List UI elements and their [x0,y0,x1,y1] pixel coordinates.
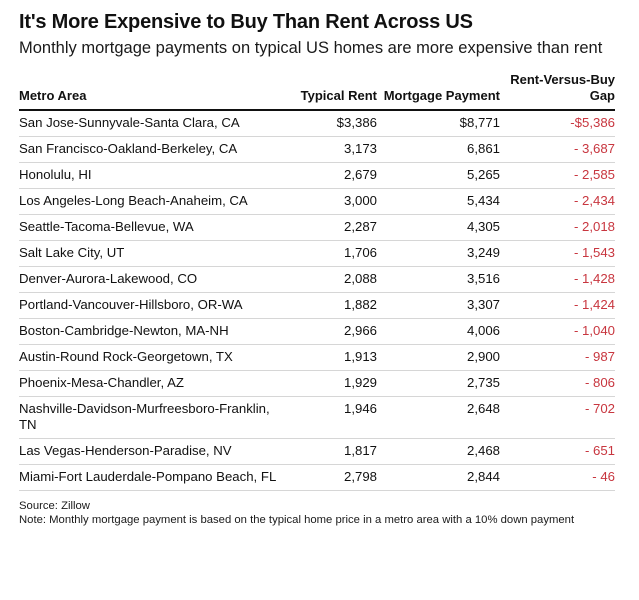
cell-typical-rent: $3,386 [279,110,377,137]
table-row: Salt Lake City, UT 1,706 3,249- 1,543 [19,240,615,267]
cell-mortgage-payment: 2,648 [377,396,500,439]
column-header-rent-versus-buy-gap: Rent-Versus-Buy Gap [500,72,615,111]
cell-rent-versus-buy-gap: - 1,428 [500,266,615,293]
column-header-mortgage-payment: Mortgage Payment [377,72,500,111]
table-row: Honolulu, HI 2,679 5,265- 2,585 [19,162,615,189]
cell-metro-area: Portland-Vancouver-Hillsboro, OR-WA [19,292,279,319]
cell-rent-versus-buy-gap: - 1,543 [500,240,615,267]
source-note: Source: Zillow [19,500,90,512]
cell-rent-versus-buy-gap: - 987 [500,344,615,371]
cell-typical-rent: 1,706 [279,240,377,267]
cell-mortgage-payment: $8,771 [377,110,500,137]
column-header-metro-area: Metro Area [19,72,279,111]
cell-typical-rent: 2,679 [279,162,377,189]
cell-rent-versus-buy-gap: - 1,040 [500,318,615,345]
table-row: Miami-Fort Lauderdale-Pompano Beach, FL 2… [19,464,615,491]
cell-typical-rent: 2,966 [279,318,377,345]
cell-rent-versus-buy-gap: - 2,585 [500,162,615,189]
cell-metro-area: Phoenix-Mesa-Chandler, AZ [19,370,279,397]
cell-rent-versus-buy-gap: - 2,018 [500,214,615,241]
table-row: Las Vegas-Henderson-Paradise, NV 1,817 2,4… [19,438,615,465]
cell-metro-area: Las Vegas-Henderson-Paradise, NV [19,438,279,465]
table-row: Boston-Cambridge-Newton, MA-NH 2,966 4,006… [19,318,615,345]
cell-metro-area: Salt Lake City, UT [19,240,279,267]
cell-mortgage-payment: 3,516 [377,266,500,293]
table-row: Phoenix-Mesa-Chandler, AZ 1,929 2,735- 806 [19,370,615,397]
cell-typical-rent: 3,000 [279,188,377,215]
cell-mortgage-payment: 2,468 [377,438,500,465]
chart-subtitle: Monthly mortgage payments on typical US … [19,39,603,57]
cell-metro-area: Denver-Aurora-Lakewood, CO [19,266,279,293]
cell-metro-area: Boston-Cambridge-Newton, MA-NH [19,318,279,345]
table-row: San Francisco-Oakland-Berkeley, CA 3,173 6… [19,136,615,163]
cell-typical-rent: 1,817 [279,438,377,465]
cell-typical-rent: 2,287 [279,214,377,241]
cell-metro-area: Nashville-Davidson-Murfreesboro-Franklin… [19,396,279,439]
cell-typical-rent: 2,088 [279,266,377,293]
cell-rent-versus-buy-gap: - 3,687 [500,136,615,163]
cell-mortgage-payment: 2,844 [377,464,500,491]
chart-footer: Source: Zillow Note: Monthly mortgage pa… [19,500,609,527]
table-row: Denver-Aurora-Lakewood, CO 2,088 3,516- 1,… [19,266,615,293]
cell-rent-versus-buy-gap: - 46 [500,464,615,491]
cell-metro-area: San Francisco-Oakland-Berkeley, CA [19,136,279,163]
cell-mortgage-payment: 5,434 [377,188,500,215]
cell-typical-rent: 1,929 [279,370,377,397]
chart-title: It's More Expensive to Buy Than Rent Acr… [19,11,473,33]
table-row: Austin-Round Rock-Georgetown, TX 1,913 2,9… [19,344,615,371]
methodology-note: Note: Monthly mortgage payment is based … [19,513,575,526]
cell-rent-versus-buy-gap: - 702 [500,396,615,439]
cell-typical-rent: 1,913 [279,344,377,371]
cell-mortgage-payment: 4,006 [377,318,500,345]
cell-mortgage-payment: 5,265 [377,162,500,189]
cell-rent-versus-buy-gap: - 2,434 [500,188,615,215]
cell-typical-rent: 3,173 [279,136,377,163]
cell-rent-versus-buy-gap: - 651 [500,438,615,465]
cell-mortgage-payment: 3,249 [377,240,500,267]
cell-mortgage-payment: 2,900 [377,344,500,371]
cell-metro-area: Honolulu, HI [19,162,279,189]
cell-rent-versus-buy-gap: - 1,424 [500,292,615,319]
table-body: San Jose-Sunnyvale-Santa Clara, CA $3,386… [19,110,615,491]
cell-typical-rent: 1,946 [279,396,377,439]
cell-typical-rent: 1,882 [279,292,377,319]
column-header-typical-rent: Typical Rent [279,72,377,111]
cell-rent-versus-buy-gap: -$5,386 [500,110,615,137]
cell-metro-area: Seattle-Tacoma-Bellevue, WA [19,214,279,241]
cell-metro-area: San Jose-Sunnyvale-Santa Clara, CA [19,110,279,137]
cell-mortgage-payment: 2,735 [377,370,500,397]
cell-mortgage-payment: 3,307 [377,292,500,319]
cell-metro-area: Austin-Round Rock-Georgetown, TX [19,344,279,371]
table-row: Seattle-Tacoma-Bellevue, WA 2,287 4,305- 2… [19,214,615,241]
cell-metro-area: Los Angeles-Long Beach-Anaheim, CA [19,188,279,215]
cell-typical-rent: 2,798 [279,464,377,491]
table-row: San Jose-Sunnyvale-Santa Clara, CA $3,386… [19,110,615,137]
cell-rent-versus-buy-gap: - 806 [500,370,615,397]
cell-mortgage-payment: 4,305 [377,214,500,241]
cell-mortgage-payment: 6,861 [377,136,500,163]
data-table: Metro Area Typical Rent Mortgage Payment Re… [19,72,615,491]
cell-metro-area: Miami-Fort Lauderdale-Pompano Beach, FL [19,464,279,491]
table-row: Nashville-Davidson-Murfreesboro-Franklin… [19,396,615,439]
table-row: Portland-Vancouver-Hillsboro, OR-WA 1,882… [19,292,615,319]
table-row: Los Angeles-Long Beach-Anaheim, CA 3,000 5… [19,188,615,215]
table-header-row: Metro Area Typical Rent Mortgage Payment Re… [19,72,615,111]
